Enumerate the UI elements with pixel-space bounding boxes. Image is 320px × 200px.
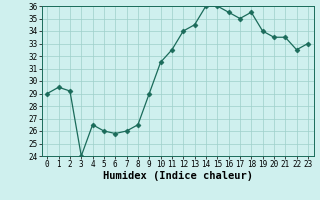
X-axis label: Humidex (Indice chaleur): Humidex (Indice chaleur) <box>103 171 252 181</box>
